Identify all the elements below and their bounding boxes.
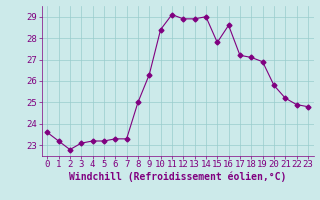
X-axis label: Windchill (Refroidissement éolien,°C): Windchill (Refroidissement éolien,°C)	[69, 172, 286, 182]
